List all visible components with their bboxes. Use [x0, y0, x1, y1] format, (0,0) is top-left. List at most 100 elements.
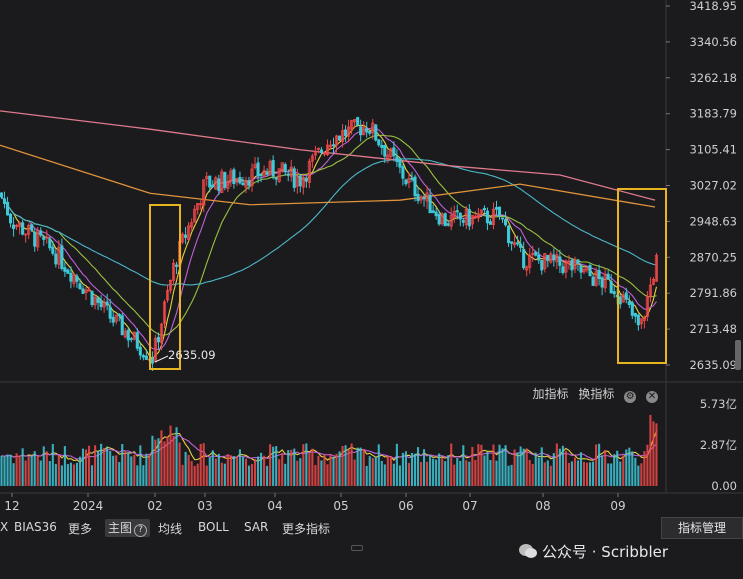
highlight-boxes: 2635.09	[149, 188, 667, 370]
gear-icon[interactable]: ⚙	[624, 391, 637, 403]
volume-bar	[256, 456, 260, 486]
volume-bar	[616, 450, 619, 486]
volume-bar	[504, 445, 507, 486]
volume-bar	[573, 457, 577, 486]
candle-body	[549, 253, 553, 263]
toolbar-item-main-chart[interactable]: 主图?	[105, 519, 151, 537]
scroll-handle[interactable]	[351, 545, 363, 551]
volume-bar	[121, 443, 124, 486]
volume-bar	[465, 460, 468, 486]
toolbar-item-more[interactable]: 更多	[68, 522, 93, 536]
volume-bar	[48, 461, 51, 486]
volume-bar	[6, 454, 9, 486]
volume-bar	[145, 453, 148, 486]
candle-body	[93, 297, 97, 306]
candle-body	[392, 147, 396, 157]
volume-bar	[592, 461, 595, 486]
candle-body	[81, 288, 85, 294]
volume-bar	[269, 444, 272, 486]
candle-body	[217, 178, 221, 191]
candle-body	[567, 261, 571, 264]
candle-body	[540, 260, 544, 271]
volume-bar	[471, 446, 474, 486]
volume-bar	[229, 455, 232, 486]
time-label: 04	[267, 499, 282, 513]
candle-body	[609, 280, 613, 294]
ma-long-line	[0, 110, 656, 201]
volume-bar	[640, 463, 643, 486]
volume-bar	[486, 452, 489, 486]
candle-body	[214, 177, 218, 190]
candle-body	[651, 279, 655, 285]
volume-bar	[87, 445, 91, 486]
candle-body	[398, 159, 402, 168]
candle-body	[443, 213, 447, 227]
candle-body	[265, 172, 269, 175]
volume-bar	[598, 443, 601, 486]
candle-body	[202, 179, 206, 206]
candle-body	[63, 267, 67, 272]
candle-body	[344, 129, 348, 137]
volume-ma-long	[1, 434, 657, 460]
candle-body	[410, 177, 414, 180]
candle-body	[350, 120, 354, 130]
help-icon[interactable]: ?	[134, 524, 148, 537]
candle-body	[516, 242, 520, 245]
indicator-toolbar: X BIAS36 更多 主图? 均线 BOLL SAR 更多指标 指标管理	[0, 516, 743, 540]
candle-body	[96, 297, 100, 303]
candle-body	[135, 332, 139, 349]
toolbar-item-boll[interactable]: BOLL	[198, 520, 229, 534]
volume-bar	[546, 460, 549, 486]
candle-body	[84, 289, 88, 293]
candle-body	[117, 313, 121, 317]
volume-bar	[456, 457, 459, 486]
price-tick-label: 3027.02	[689, 179, 737, 193]
candle-body	[159, 323, 164, 344]
toolbar-item-x[interactable]: X	[0, 520, 9, 534]
volume-bar	[9, 454, 12, 486]
volume-bar	[410, 452, 414, 486]
volume-bar	[561, 445, 564, 486]
candle-body	[232, 169, 236, 184]
volume-bar	[247, 465, 251, 486]
panel-resize-handle[interactable]	[735, 340, 741, 370]
volume-bar	[329, 454, 332, 486]
candle-body	[138, 346, 142, 356]
candle-body	[419, 196, 423, 201]
candle-body	[470, 215, 474, 225]
candle-body	[380, 144, 384, 148]
candle-body	[546, 254, 550, 261]
volume-bar	[21, 448, 24, 486]
volume-bar	[422, 449, 426, 486]
volume-bar	[634, 457, 637, 486]
candle-body	[15, 224, 19, 227]
indicator-manage-button[interactable]: 指标管理	[661, 517, 743, 539]
volume-bar	[75, 462, 79, 486]
toolbar-item-more-indicators[interactable]: 更多指标	[282, 522, 331, 536]
candle-body	[368, 131, 372, 134]
add-indicator-button[interactable]: 加指标	[532, 387, 569, 401]
time-label: 08	[535, 499, 550, 513]
candle-body	[295, 176, 299, 187]
volume-bar	[613, 454, 616, 486]
candle-body	[612, 291, 616, 295]
toolbar-item-bias36[interactable]: BIAS36	[14, 520, 57, 534]
candle-body	[639, 318, 643, 325]
candle-body	[250, 168, 254, 186]
toolbar-item-ma[interactable]: 均线	[158, 522, 183, 536]
candle-body	[280, 162, 284, 172]
volume-bar	[350, 443, 353, 486]
candle-body	[262, 170, 266, 177]
toolbar-item-sar[interactable]: SAR	[244, 520, 269, 534]
candle-body	[558, 256, 562, 266]
price-tick-label: 3262.18	[689, 71, 737, 85]
close-icon[interactable]: ✕	[646, 391, 658, 403]
candle-body	[497, 206, 502, 217]
candle-body	[51, 246, 55, 254]
ma-short-line	[1, 124, 658, 360]
volume-bar	[238, 449, 242, 486]
switch-indicator-button[interactable]: 换指标	[578, 387, 615, 401]
volume-bar	[365, 465, 368, 486]
volume-bar	[519, 446, 522, 486]
